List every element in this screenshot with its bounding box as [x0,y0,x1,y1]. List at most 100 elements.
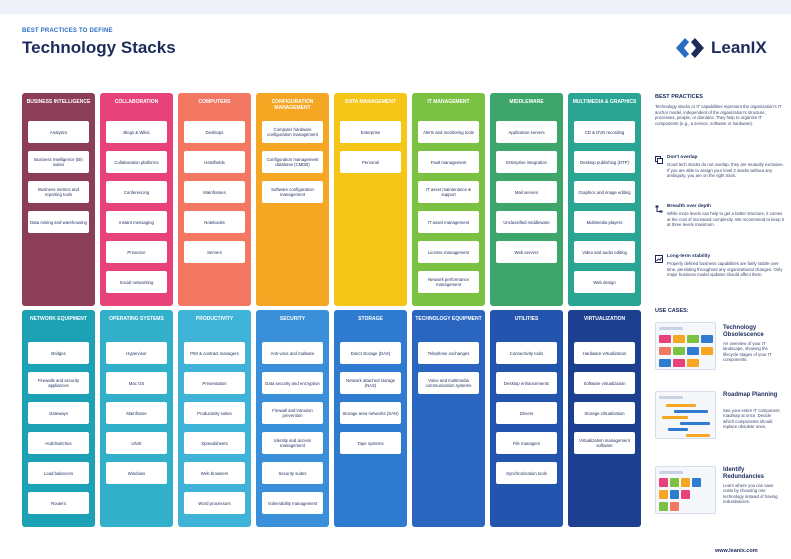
stack-column-title: PRODUCTIVITY [195,316,234,322]
practice-text: Properly defined business capabilities a… [667,261,783,278]
use-case-title: Roadmap Planning [723,392,778,398]
stack-item-card: Firewalls and security appliances [28,372,89,394]
practice-text: While more levels can help to get a bett… [667,211,784,228]
stack-column: VIRTUALIZATION Hardware virtualization Sof… [568,310,641,527]
stack-item-card: Firewall and intrusion prevention [262,402,323,424]
stack-item-card: Software virtualization [574,372,635,394]
stack-column-title: BUSINESS INTELLIGENCE [26,99,91,105]
stack-item-card: Identity and access management [262,432,323,454]
stack-column-title: NETWORK EQUIPMENT [30,316,87,322]
practice-title: Breadth over depth [667,204,711,209]
stack-item-card: Word processors [184,492,245,514]
stack-column: TECHNOLOGY EQUIPMENT Telephone exchanges V… [412,310,485,527]
stack-item-card: Multimedia players [574,211,635,233]
obsolescence-report-thumbnail [655,322,716,370]
stack-item-card: Web browsers [184,462,245,484]
stack-item-card: Mail servers [496,181,557,203]
stack-item-card: Hardware virtualization [574,342,635,364]
stack-item-card: Virtualization management software [574,432,635,454]
stack-item-card: Personal [340,151,401,173]
stack-item-card: Configuration management database (CMDB) [262,151,323,173]
stack-column-title: TECHNOLOGY EQUIPMENT [415,316,482,322]
page-title: Technology Stacks [22,38,176,57]
stack-column: COLLABORATION Blogs & Wikis Collaboration … [100,93,173,306]
use-case-text: Learn where you can save costs by choosi… [723,483,778,504]
stack-item-card: Video and audio editing [574,241,635,263]
stack-item-card: Mainframe [106,402,167,424]
leanix-logo: LeanIX [675,37,767,59]
stack-item-card: Notebooks [184,211,245,233]
stack-item-card: Data security and encryption [262,372,323,394]
stack-item-card: Routers [28,492,89,514]
stack-item-card: Analytics [28,121,89,143]
use-case-text: An overview of your IT landscape, showin… [723,341,772,362]
stack-column: MIDDLEWARE Application servers Enterprise … [490,93,563,306]
stack-item-card: Alerts and monitoring tools [418,121,479,143]
stack-column-title: VIRTUALIZATION [583,316,626,322]
practice-text: Good tech stacks do not overlap, they ar… [667,162,784,179]
stack-item-card: File managers [496,432,557,454]
leanix-logo-icon [676,38,704,58]
stack-item-card: Hub/Switches [28,432,89,454]
stack-item-card: Anti-virus and malware [262,342,323,364]
stack-column: MULTIMEDIA & GRAPHICS CD & DVD recording D… [568,93,641,306]
page-kicker: BEST PRACTICES TO DEFINE [22,28,113,34]
best-practices-intro: Technology stacks or IT capabilities rep… [655,104,782,126]
stack-item-card: Social networking [106,271,167,293]
stack-item-card: Presentation [184,372,245,394]
stack-item-card: Graphics and image editing [574,181,635,203]
stack-item-card: Business Intelligence (BI) suites [28,151,89,173]
stack-column-title: IT MANAGEMENT [427,99,470,105]
footer-url[interactable]: www.leanix.com [715,548,758,554]
stack-item-card: Mac OS [106,372,167,394]
stack-item-card: Connectivity tools [496,342,557,364]
stack-column: SECURITY Anti-virus and malware Data secur… [256,310,329,527]
stack-column: OPERATING SYSTEMS Hypervisor Mac OS Mainfra… [100,310,173,527]
stack-item-card: Tape systems [340,432,401,454]
stack-item-card: Security suites [262,462,323,484]
use-case-title: Technology Obsolescence [723,325,764,338]
stack-column-title: STORAGE [358,316,383,322]
stack-item-card: Enterprise integration [496,151,557,173]
stack-item-card: PIM & contract managers [184,342,245,364]
stack-item-card: Unclassified middleware [496,211,557,233]
stack-item-card: Desktop enhancements [496,372,557,394]
stack-item-card: Fault management [418,151,479,173]
stack-column-title: COMPUTERS [198,99,231,105]
stack-item-card: Desktop publishing (DTP) [574,151,635,173]
roadmap-report-thumbnail [655,391,716,439]
stack-column: IT MANAGEMENT Alerts and monitoring tools… [412,93,485,306]
stack-item-card: Servers [184,241,245,263]
stack-item-card: Enterprise [340,121,401,143]
use-case-text: See your entire IT component roadmap at … [723,408,780,429]
stack-column-title: UTILITIES [514,316,539,322]
stack-column-title: CONFIGURATION MANAGEMENT [271,99,314,111]
practice-title: Long-term stability [667,254,711,259]
stack-item-card: Collaboration platforms [106,151,167,173]
redundancies-report-thumbnail [655,466,716,514]
stack-item-card: IT asset management [418,211,479,233]
stack-column: NETWORK EQUIPMENT Bridges Firewalls and se… [22,310,95,527]
stack-item-card: Hypervisor [106,342,167,364]
stack-item-card: Productivity suites [184,402,245,424]
stack-item-card: License management [418,241,479,263]
practice-title: Don't overlap [667,155,698,160]
stack-item-card: CD & DVD recording [574,121,635,143]
stack-item-card: Windows [106,462,167,484]
top-band [0,0,791,14]
use-case-title: Identify Redundancies [723,467,765,480]
stack-item-card: Presence [106,241,167,263]
stack-item-card: Desktops [184,121,245,143]
stack-item-card: Telephone exchanges [418,342,479,364]
stack-column-title: COLLABORATION [114,99,159,105]
stack-column: PRODUCTIVITY PIM & contract managers Prese… [178,310,251,527]
stack-item-card: Bridges [28,342,89,364]
stack-item-card: Mainframes [184,181,245,203]
stack-item-card: Conferencing [106,181,167,203]
stack-item-card: Gateways [28,402,89,424]
stack-item-card: UNIX [106,432,167,454]
stack-item-card: Software configuration management [262,181,323,203]
stack-item-card: IT asset maintenance & support [418,181,479,203]
stack-item-card: Handhelds [184,151,245,173]
stack-item-card: Vulnerability management [262,492,323,514]
